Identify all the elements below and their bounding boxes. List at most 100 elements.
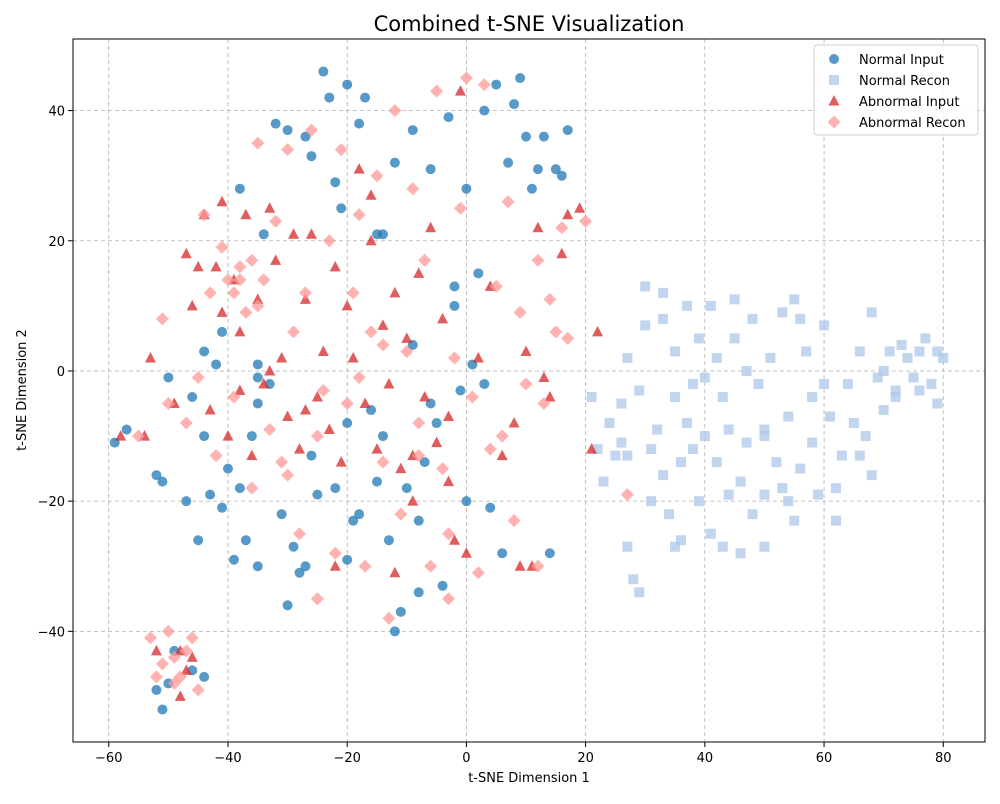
abnormal-input-point bbox=[389, 286, 401, 298]
abnormal-input-point bbox=[234, 384, 246, 395]
abnormal-input-point bbox=[443, 475, 455, 487]
abnormal-recon-point bbox=[442, 527, 456, 541]
y-axis-ticks: −40 −20 0 20 40 bbox=[38, 105, 73, 640]
normal-recon-point bbox=[914, 346, 925, 357]
abnormal-input-point bbox=[216, 195, 228, 207]
series-group bbox=[132, 71, 634, 697]
normal-input-point bbox=[395, 606, 406, 617]
abnormal-input-point bbox=[252, 293, 264, 304]
abnormal-recon-point bbox=[376, 455, 390, 469]
abnormal-input-point bbox=[443, 410, 455, 422]
abnormal-recon-point bbox=[465, 390, 479, 404]
normal-recon-point bbox=[789, 294, 800, 305]
normal-input-point bbox=[372, 476, 382, 487]
normal-input-point bbox=[294, 567, 305, 578]
abnormal-input-point bbox=[532, 221, 544, 233]
normal-recon-point bbox=[711, 352, 722, 363]
normal-recon-point bbox=[872, 372, 883, 383]
abnormal-input-point bbox=[383, 377, 395, 389]
x-tick-label: −20 bbox=[333, 751, 360, 766]
x-axis-label: t-SNE Dimension 1 bbox=[468, 771, 590, 786]
abnormal-input-point bbox=[258, 377, 270, 389]
abnormal-input-point bbox=[538, 371, 550, 382]
normal-recon-point bbox=[920, 333, 931, 344]
abnormal-input-point bbox=[240, 208, 252, 220]
abnormal-input-point bbox=[305, 228, 317, 239]
normal-input-point bbox=[217, 326, 228, 337]
abnormal-recon-point bbox=[406, 182, 420, 196]
abnormal-input-point bbox=[377, 319, 389, 330]
normal-input-point bbox=[360, 92, 371, 103]
y-tick-label: −20 bbox=[38, 495, 65, 510]
legend-items: Normal Input Normal Recon Abnormal Input Ab… bbox=[827, 53, 966, 131]
abnormal-recon-point bbox=[579, 214, 593, 228]
normal-recon-point bbox=[759, 541, 770, 552]
normal-input-point bbox=[437, 580, 448, 591]
normal-input-point bbox=[270, 118, 281, 129]
abnormal-input-point bbox=[276, 351, 288, 363]
abnormal-input-point bbox=[448, 534, 460, 545]
normal-recon-point bbox=[717, 392, 728, 403]
abnormal-recon-point bbox=[239, 305, 253, 319]
abnormal-recon-point bbox=[191, 370, 205, 384]
abnormal-recon-point bbox=[257, 273, 271, 287]
normal-recon-point bbox=[747, 313, 758, 324]
normal-recon-point bbox=[664, 509, 675, 520]
abnormal-recon-point bbox=[304, 123, 318, 137]
normal-input-point bbox=[401, 483, 412, 494]
abnormal-recon-point bbox=[245, 481, 259, 495]
data-points bbox=[109, 66, 949, 715]
abnormal-recon-point bbox=[340, 397, 354, 411]
abnormal-recon-point bbox=[477, 78, 491, 92]
x-tick-label: −40 bbox=[214, 751, 241, 766]
abnormal-recon-point bbox=[161, 397, 175, 411]
abnormal-recon-point bbox=[388, 104, 402, 118]
abnormal-input-point bbox=[299, 404, 311, 415]
normal-input-point bbox=[234, 483, 245, 494]
abnormal-recon-point bbox=[537, 397, 551, 411]
abnormal-recon-point bbox=[298, 286, 312, 300]
abnormal-recon-point bbox=[519, 377, 533, 391]
abnormal-recon-point bbox=[489, 279, 503, 293]
normal-recon-point bbox=[765, 352, 776, 363]
abnormal-recon-point bbox=[310, 429, 324, 443]
normal-input-point bbox=[157, 476, 168, 487]
abnormal-input-point bbox=[544, 391, 556, 402]
abnormal-recon-point bbox=[328, 546, 342, 560]
abnormal-recon-point bbox=[275, 455, 289, 469]
abnormal-input-point bbox=[431, 436, 443, 448]
normal-input-point bbox=[503, 157, 514, 168]
normal-input-point bbox=[312, 489, 323, 500]
abnormal-recon-point bbox=[447, 351, 461, 365]
abnormal-recon-point bbox=[179, 644, 193, 658]
abnormal-recon-point bbox=[209, 449, 223, 463]
abnormal-input-point bbox=[514, 560, 526, 571]
abnormal-input-point bbox=[192, 260, 204, 272]
abnormal-recon-point bbox=[203, 286, 217, 300]
abnormal-input-point bbox=[347, 351, 359, 363]
normal-input-point bbox=[526, 183, 537, 194]
abnormal-recon-point bbox=[155, 312, 169, 326]
normal-recon-point bbox=[711, 457, 722, 468]
normal-recon-point bbox=[926, 378, 937, 389]
abnormal-input-point bbox=[341, 299, 353, 311]
normal-input-point bbox=[252, 561, 263, 572]
abnormal-input-point bbox=[407, 495, 419, 506]
normal-input-point bbox=[413, 587, 424, 598]
abnormal-recon-point bbox=[233, 273, 247, 287]
x-tick-label: 0 bbox=[462, 751, 470, 766]
x-tick-label: −60 bbox=[95, 751, 122, 766]
normal-input-point bbox=[157, 704, 168, 715]
normal-input-point bbox=[532, 164, 543, 175]
normal-recon-point bbox=[592, 444, 603, 455]
abnormal-recon-point bbox=[513, 305, 527, 319]
abnormal-input-point bbox=[329, 260, 341, 272]
normal-input-point bbox=[330, 483, 341, 494]
abnormal-recon-point bbox=[352, 208, 366, 222]
normal-recon-point bbox=[860, 431, 871, 442]
abnormal-input-point bbox=[508, 417, 520, 428]
normal-input-point bbox=[300, 131, 311, 142]
normal-input-point bbox=[556, 170, 567, 181]
abnormal-recon-point bbox=[358, 559, 372, 573]
normal-recon-point bbox=[705, 300, 716, 311]
